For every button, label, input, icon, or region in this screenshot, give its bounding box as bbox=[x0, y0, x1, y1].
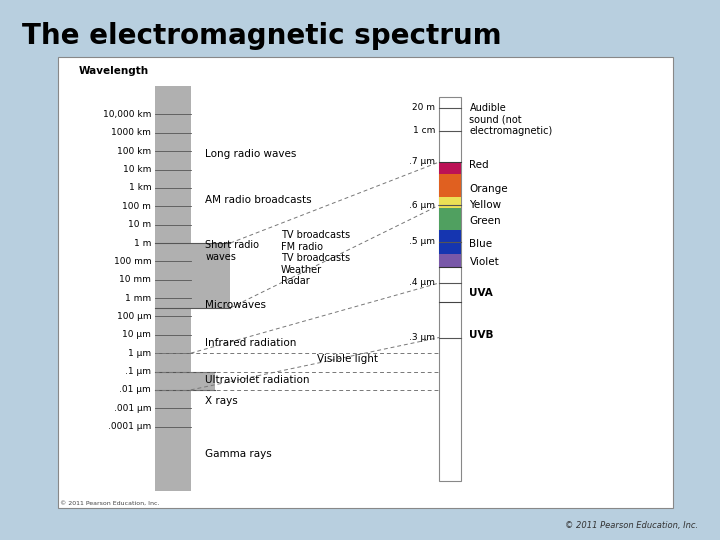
Text: 1 m: 1 m bbox=[134, 239, 151, 247]
Bar bbox=[439, 162, 461, 174]
Text: 1 mm: 1 mm bbox=[125, 294, 151, 302]
Text: Wavelength: Wavelength bbox=[79, 65, 149, 76]
Text: AM radio broadcasts: AM radio broadcasts bbox=[205, 195, 312, 205]
Bar bbox=[155, 86, 191, 491]
Text: Green: Green bbox=[469, 217, 501, 226]
Text: .4 μm: .4 μm bbox=[409, 279, 435, 287]
Text: 100 μm: 100 μm bbox=[117, 312, 151, 321]
Text: .1 μm: .1 μm bbox=[125, 367, 151, 376]
Text: .5 μm: .5 μm bbox=[409, 238, 435, 246]
Text: 10 μm: 10 μm bbox=[122, 330, 151, 339]
Text: 10,000 km: 10,000 km bbox=[103, 110, 151, 119]
Text: 100 mm: 100 mm bbox=[114, 257, 151, 266]
Bar bbox=[439, 197, 461, 208]
Text: UVA: UVA bbox=[469, 288, 493, 298]
Text: Red: Red bbox=[469, 160, 489, 170]
Text: .7 μm: .7 μm bbox=[409, 158, 435, 166]
Text: 10 km: 10 km bbox=[123, 165, 151, 174]
Bar bbox=[191, 372, 215, 390]
Text: .0001 μm: .0001 μm bbox=[108, 422, 151, 431]
Text: TV broadcasts
FM radio
TV broadcasts
Weather
Radar: TV broadcasts FM radio TV broadcasts Wea… bbox=[281, 230, 350, 286]
Text: © 2011 Pearson Education, Inc.: © 2011 Pearson Education, Inc. bbox=[565, 521, 698, 530]
Text: .3 μm: .3 μm bbox=[409, 333, 435, 342]
Text: 1000 km: 1000 km bbox=[112, 129, 151, 137]
Text: 10 m: 10 m bbox=[128, 220, 151, 229]
Text: Microwaves: Microwaves bbox=[205, 300, 266, 310]
Text: 20 m: 20 m bbox=[412, 104, 435, 112]
Text: Yellow: Yellow bbox=[469, 200, 502, 210]
Bar bbox=[439, 97, 461, 481]
Text: The electromagnetic spectrum: The electromagnetic spectrum bbox=[22, 22, 501, 50]
Text: 100 m: 100 m bbox=[122, 202, 151, 211]
Text: X rays: X rays bbox=[205, 396, 238, 406]
Text: 1 μm: 1 μm bbox=[128, 349, 151, 357]
Text: Short radio
waves: Short radio waves bbox=[205, 240, 259, 262]
Text: Gamma rays: Gamma rays bbox=[205, 449, 272, 458]
Text: UVB: UVB bbox=[469, 330, 494, 340]
Bar bbox=[191, 243, 230, 308]
Bar bbox=[439, 208, 461, 230]
Bar bbox=[439, 174, 461, 197]
Text: Violet: Violet bbox=[469, 258, 499, 267]
Text: .01 μm: .01 μm bbox=[120, 386, 151, 394]
Text: .001 μm: .001 μm bbox=[114, 404, 151, 413]
Bar bbox=[439, 254, 461, 267]
Text: Blue: Blue bbox=[469, 239, 492, 249]
Bar bbox=[58, 57, 673, 508]
Text: Orange: Orange bbox=[469, 184, 508, 194]
Text: 1 cm: 1 cm bbox=[413, 126, 435, 135]
Text: 1 km: 1 km bbox=[129, 184, 151, 192]
Text: Infrared radiation: Infrared radiation bbox=[205, 338, 297, 348]
Text: Long radio waves: Long radio waves bbox=[205, 149, 297, 159]
Text: Audible
sound (not
electromagnetic): Audible sound (not electromagnetic) bbox=[469, 103, 553, 137]
Text: © 2011 Pearson Education, Inc.: © 2011 Pearson Education, Inc. bbox=[60, 501, 160, 505]
Text: .6 μm: .6 μm bbox=[409, 201, 435, 210]
Text: 10 mm: 10 mm bbox=[120, 275, 151, 284]
Text: 100 km: 100 km bbox=[117, 147, 151, 156]
Bar bbox=[439, 230, 461, 254]
Text: Ultraviolet radiation: Ultraviolet radiation bbox=[205, 375, 310, 385]
Text: Visible light: Visible light bbox=[317, 354, 378, 364]
